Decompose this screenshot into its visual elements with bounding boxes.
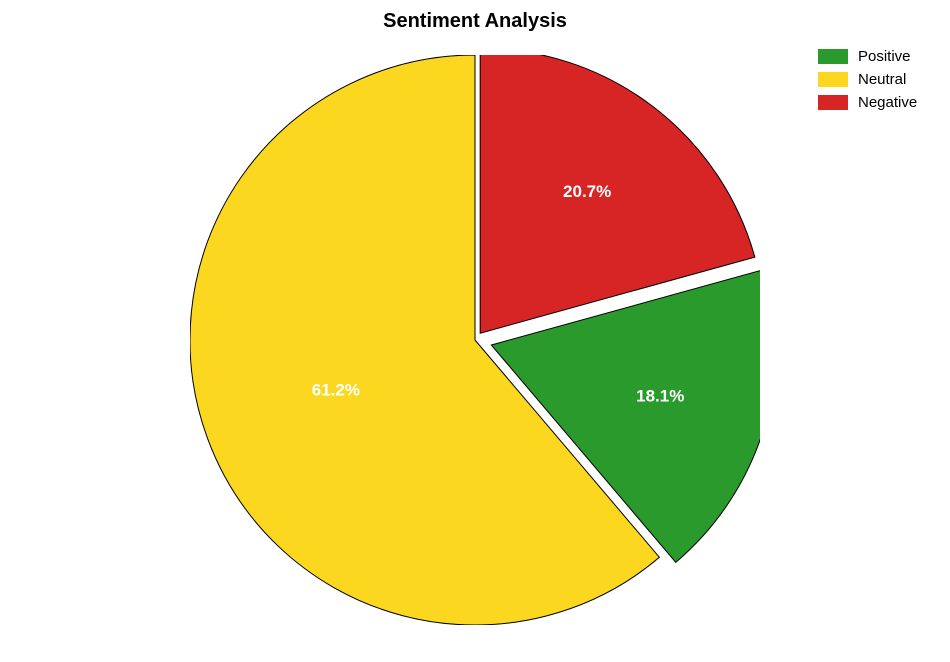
legend-label-positive: Positive	[858, 48, 911, 65]
legend-label-neutral: Neutral	[858, 71, 906, 88]
pie-label-negative: 20.7%	[563, 182, 611, 201]
pie-chart: 20.7% 18.1% 61.2%	[190, 55, 760, 625]
pie-label-neutral: 61.2%	[312, 381, 360, 400]
legend-label-negative: Negative	[858, 94, 917, 111]
legend-item-neutral: Neutral	[818, 71, 917, 88]
legend-swatch-negative	[818, 95, 848, 110]
legend-swatch-positive	[818, 49, 848, 64]
pie-label-positive: 18.1%	[636, 386, 684, 405]
legend: Positive Neutral Negative	[818, 48, 917, 117]
legend-swatch-neutral	[818, 72, 848, 87]
legend-item-negative: Negative	[818, 94, 917, 111]
legend-item-positive: Positive	[818, 48, 917, 65]
chart-title: Sentiment Analysis	[0, 10, 950, 33]
